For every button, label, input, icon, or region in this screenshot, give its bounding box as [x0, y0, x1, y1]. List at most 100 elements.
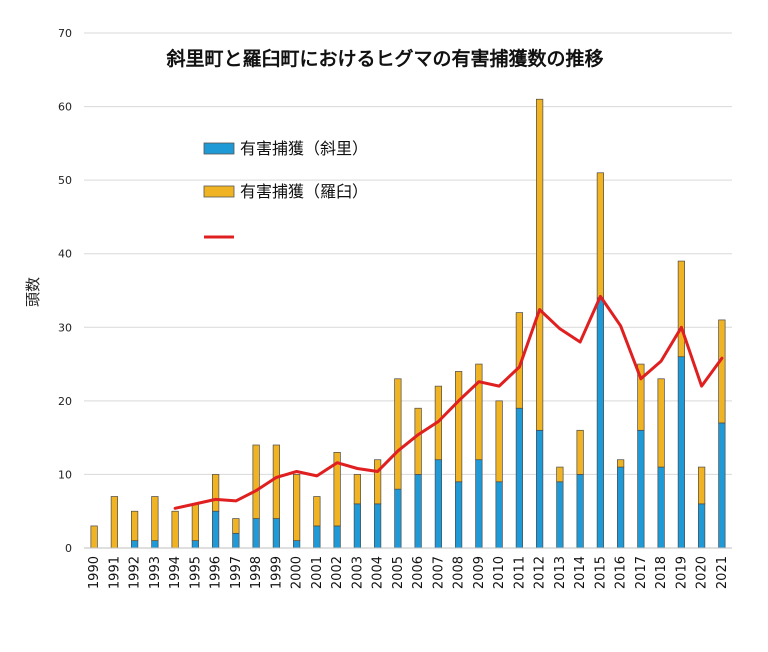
- x-tick-label: 2001: [310, 556, 325, 589]
- moving-average-line: [173, 294, 724, 510]
- x-tick-label: 2005: [391, 556, 406, 589]
- x-tick-label: 2019: [674, 556, 689, 589]
- gridlines: [84, 32, 732, 475]
- x-tick-label: 2015: [593, 556, 608, 589]
- line-series: [173, 294, 724, 510]
- bar-shari-1995: [191, 540, 199, 549]
- bar-shari-2018: [657, 466, 665, 549]
- x-tick-label: 2010: [492, 556, 507, 589]
- bar-shari-2020: [698, 503, 706, 549]
- bar-shari-2019: [677, 356, 685, 549]
- bar-rausu-2000: [293, 474, 301, 541]
- bar-shari-2015: [596, 297, 604, 549]
- bar-rausu-2003: [353, 474, 361, 505]
- bar-shari-1998: [252, 518, 260, 549]
- x-tick-label: 1991: [107, 556, 122, 589]
- bar-shari-2005: [394, 488, 402, 549]
- x-tick-label: 1990: [87, 556, 102, 589]
- bar-shari-2011: [515, 407, 523, 549]
- x-tick-label: 2007: [431, 556, 446, 589]
- bar-rausu-2010: [495, 400, 503, 483]
- x-tick-label: 1995: [188, 556, 203, 589]
- x-tick-label: 2013: [553, 556, 568, 589]
- bar-shari-2009: [475, 459, 483, 549]
- bar-rausu-2016: [617, 459, 625, 468]
- bar-rausu-2008: [455, 371, 463, 483]
- x-tick-label: 2021: [715, 556, 730, 589]
- bar-rausu-2019: [677, 260, 685, 358]
- x-tick-label: 1999: [269, 556, 284, 589]
- bar-shari-1999: [272, 518, 280, 549]
- y-tick-label: 0: [65, 542, 72, 555]
- x-tick-label: 1996: [209, 556, 224, 589]
- x-tick-label: 2008: [452, 556, 467, 589]
- x-tick-label: 2003: [350, 556, 365, 589]
- x-tick-label: 2009: [472, 556, 487, 589]
- bar-shari-2010: [495, 481, 503, 549]
- y-tick-label: 10: [58, 468, 72, 481]
- x-tick-label: 1998: [249, 556, 264, 589]
- bar-shari-1997: [232, 532, 240, 549]
- bar-rausu-2014: [576, 429, 584, 475]
- x-tick-label: 2004: [371, 556, 386, 589]
- bar-rausu-1995: [191, 503, 199, 541]
- x-tick-label: 2006: [411, 556, 426, 589]
- y-tick-label: 30: [58, 321, 72, 334]
- bar-shari-1992: [131, 540, 139, 549]
- x-tick-label: 2002: [330, 556, 345, 589]
- x-tick-label: 1993: [148, 556, 163, 589]
- y-axis-label: 頭数: [24, 277, 42, 307]
- bar-shari-1996: [212, 510, 220, 549]
- bar-rausu-2005: [394, 378, 402, 490]
- bar-shari-2012: [536, 429, 544, 549]
- bars: [90, 98, 726, 549]
- bar-shari-2008: [455, 481, 463, 549]
- bar-rausu-2012: [536, 98, 544, 431]
- x-tick-label: 1994: [168, 556, 183, 589]
- legend-label-rausu: 有害捕獲（羅臼）: [240, 182, 368, 201]
- bar-rausu-2001: [313, 496, 321, 527]
- legend: 有害捕獲（斜里） 有害捕獲（羅臼）: [203, 139, 368, 239]
- bar-rausu-2017: [637, 363, 645, 431]
- x-tick-label: 2017: [634, 556, 649, 589]
- y-tick-label: 70: [58, 27, 72, 40]
- bar-rausu-2004: [374, 459, 382, 505]
- bar-rausu-1996: [212, 474, 220, 512]
- bar-shari-1993: [151, 540, 159, 549]
- x-tick-label: 2016: [614, 556, 629, 589]
- legend-swatch-shari: [203, 142, 235, 155]
- chart-title: 斜里町と羅臼町におけるヒグマの有害捕獲数の推移: [165, 47, 603, 70]
- bar-rausu-1991: [110, 496, 118, 549]
- x-tick-labels: 1990 1991 1992 1993 1994 1995 1996 1997 1998 1999…: [87, 556, 730, 589]
- bar-rausu-2018: [657, 378, 665, 468]
- bar-shari-2007: [434, 459, 442, 549]
- legend-label-shari: 有害捕獲（斜里）: [240, 139, 368, 158]
- bar-shari-2001: [313, 525, 321, 549]
- x-tick-label: 2020: [695, 556, 710, 589]
- y-tick-label: 20: [58, 395, 72, 408]
- y-tick-label: 50: [58, 174, 72, 187]
- bar-rausu-2021: [718, 319, 726, 424]
- bar-rausu-1994: [171, 510, 179, 549]
- bar-shari-2004: [374, 503, 382, 549]
- bar-rausu-1990: [90, 525, 98, 549]
- x-tick-label: 1997: [229, 556, 244, 589]
- bar-rausu-1998: [252, 444, 260, 519]
- bar-shari-2013: [556, 481, 564, 549]
- bar-rausu-1992: [131, 510, 139, 541]
- bar-shari-2006: [414, 474, 422, 549]
- bar-rausu-2009: [475, 363, 483, 461]
- bar-rausu-2015: [596, 172, 604, 299]
- bar-rausu-2013: [556, 466, 564, 483]
- x-tick-label: 2012: [533, 556, 548, 589]
- bar-rausu-2002: [333, 452, 341, 527]
- x-tick-label: 2011: [512, 556, 527, 589]
- y-tick-label: 60: [58, 101, 72, 114]
- bar-shari-2002: [333, 525, 341, 549]
- x-tick-label: 2000: [290, 556, 305, 589]
- bar-shari-2017: [637, 429, 645, 549]
- legend-swatch-rausu: [203, 185, 235, 198]
- x-tick-label: 2018: [654, 556, 669, 589]
